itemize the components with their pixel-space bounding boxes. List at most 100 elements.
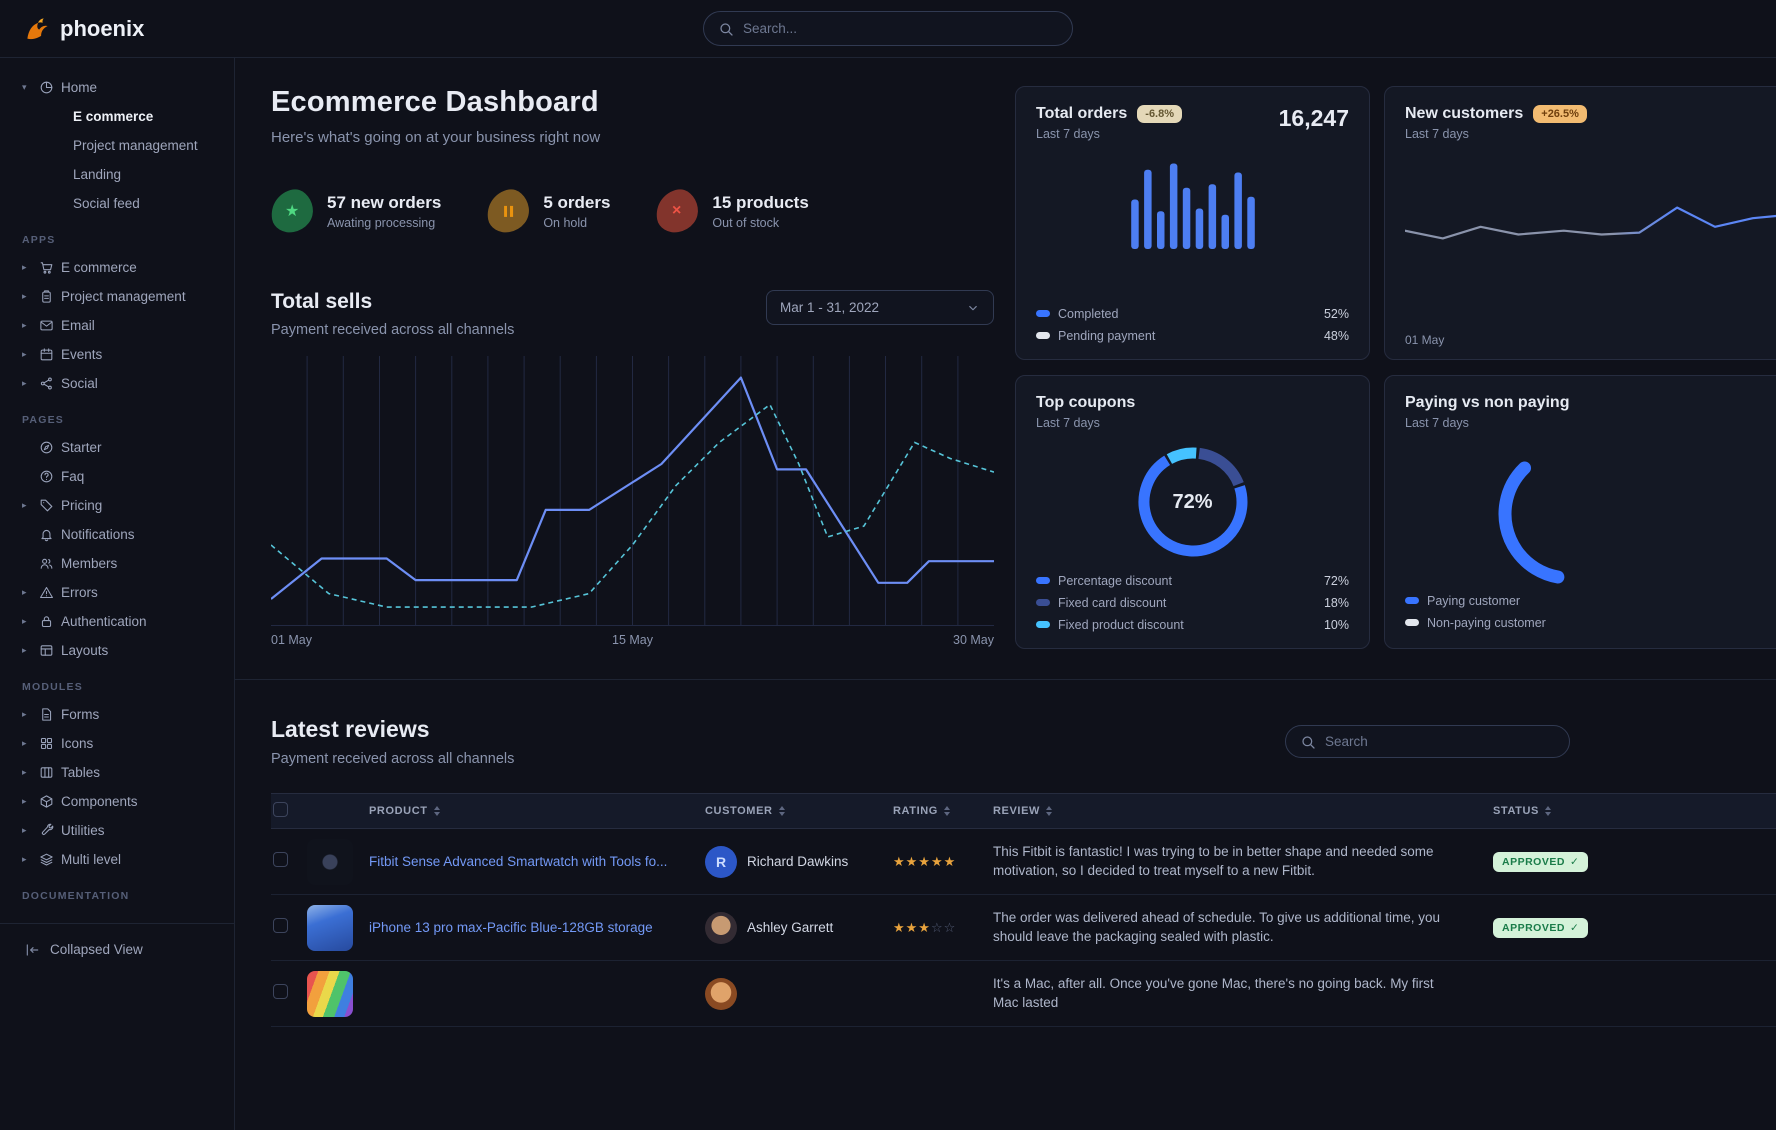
sidebar-subitem-landing[interactable]: Landing	[73, 167, 122, 182]
x-axis-labels: 01 May 15 May 30 May	[271, 633, 994, 647]
caret-right-icon: ▸	[22, 587, 27, 597]
star-filled-icons: ★★★★★	[893, 853, 957, 869]
card-period: Last 7 days	[1036, 416, 1100, 430]
sidebar-item-multi-level[interactable]: ▸ Multi level	[0, 845, 234, 874]
reviews-search[interactable]	[1285, 725, 1570, 758]
paying-legend: Paying customer Non-paying customer	[1405, 591, 1546, 632]
reviews-title: Latest reviews	[271, 716, 430, 742]
card-title: Top coupons	[1036, 394, 1136, 411]
customer-avatar[interactable]: R	[705, 845, 737, 878]
layout-icon	[39, 643, 54, 658]
brand-name: phoenix	[60, 15, 145, 41]
global-search-input[interactable]	[743, 21, 1058, 36]
table-row: Fitbit Sense Advanced Smartwatch with To…	[271, 829, 1776, 895]
sidebar-item-icons[interactable]: ▸ Icons	[0, 729, 234, 758]
bell-icon	[39, 527, 54, 542]
column-header-customer[interactable]: CUSTOMER	[705, 805, 893, 817]
total-orders-card: Total orders -6.8% Last 7 days 16,247 Co…	[1015, 86, 1370, 360]
x-label: 30 May	[953, 633, 994, 647]
column-header-product[interactable]: PRODUCT	[369, 805, 705, 817]
product-thumbnail[interactable]	[307, 838, 353, 885]
sidebar-item-members[interactable]: Members	[0, 549, 234, 578]
column-header-rating[interactable]: RATING	[893, 805, 993, 817]
x-label: 15 May	[612, 633, 653, 647]
review-text: This Fitbit is fantastic! I was trying t…	[993, 843, 1434, 878]
product-link[interactable]: Fitbit Sense Advanced Smartwatch with To…	[369, 853, 668, 869]
legend-value: 48%	[1323, 328, 1349, 343]
sidebar-section-title: APPS	[22, 234, 56, 246]
sidebar-subitem-social-feed[interactable]: Social feed	[73, 196, 140, 211]
sidebar-item-authentication[interactable]: ▸ Authentication	[0, 607, 234, 636]
status-label: APPROVED	[1502, 921, 1565, 934]
sidebar-item-label: Errors	[61, 585, 98, 600]
collapsed-view-toggle[interactable]: Collapsed View	[0, 923, 234, 975]
reviews-search-input[interactable]	[1325, 734, 1555, 749]
global-search[interactable]	[703, 11, 1073, 46]
sidebar-item-project-management[interactable]: ▸ Project management	[0, 282, 234, 311]
sidebar-item-errors[interactable]: ▸ Errors	[0, 578, 234, 607]
sidebar-item-components[interactable]: ▸ Components	[0, 787, 234, 816]
legend-item: Fixed product discount 10%	[1036, 615, 1349, 634]
caret-right-icon: ▸	[22, 796, 27, 806]
select-all-checkbox[interactable]	[273, 802, 288, 817]
legend-marker	[1036, 577, 1050, 584]
sort-icon	[943, 806, 950, 816]
sidebar-item-e-commerce[interactable]: ▸ E commerce	[0, 253, 234, 282]
sidebar-item-email[interactable]: ▸ Email	[0, 311, 234, 340]
top-coupons-card: Top coupons Last 7 days 72% Percentage d…	[1015, 375, 1370, 649]
sidebar-subitem-project-management[interactable]: Project management	[73, 138, 198, 153]
sidebar-item-home[interactable]: ▾ Home	[0, 72, 234, 102]
coupons-donut: 72%	[1131, 440, 1255, 564]
legend-value: 72%	[1323, 573, 1349, 588]
legend-label: Non-paying customer	[1427, 615, 1546, 630]
share-icon	[39, 376, 54, 391]
sidebar-item-starter[interactable]: Starter	[0, 433, 234, 462]
caret-right-icon: ▸	[22, 616, 27, 626]
row-checkbox[interactable]	[273, 851, 288, 867]
coupons-donut-chart	[1138, 447, 1247, 557]
product-thumbnail[interactable]	[307, 970, 353, 1017]
pause-icon	[484, 186, 533, 236]
caret-right-icon: ▸	[22, 378, 27, 388]
product-thumbnail[interactable]	[307, 904, 353, 951]
sidebar-subitem-e-commerce[interactable]: E commerce	[73, 109, 154, 124]
legend-label: Percentage discount	[1058, 573, 1172, 588]
sidebar-item-notifications[interactable]: Notifications	[0, 520, 234, 549]
product-link[interactable]: iPhone 13 pro max-Pacific Blue-128GB sto…	[369, 919, 653, 935]
search-icon	[718, 21, 734, 37]
column-header-review[interactable]: REVIEW	[993, 805, 1493, 817]
sidebar-item-events[interactable]: ▸ Events	[0, 340, 234, 369]
sidebar-item-social[interactable]: ▸ Social	[0, 369, 234, 398]
column-header-label: REVIEW	[993, 805, 1040, 817]
sidebar-section-title: PAGES	[22, 414, 64, 426]
date-range-select[interactable]: Mar 1 - 31, 2022	[766, 290, 994, 325]
new-customers-card: New customers +26.5% Last 7 days 01 May	[1384, 86, 1776, 360]
sidebar-item-label: Faq	[61, 469, 85, 484]
sidebar-item-layouts[interactable]: ▸ Layouts	[0, 636, 234, 665]
customer-avatar[interactable]	[705, 977, 737, 1010]
legend-marker	[1405, 619, 1419, 626]
sidebar-item-pricing[interactable]: ▸ Pricing	[0, 491, 234, 520]
column-header-status[interactable]: STATUS	[1493, 805, 1776, 817]
brand[interactable]: phoenix	[24, 15, 144, 42]
sort-icon	[1046, 806, 1052, 816]
sidebar-item-label: Home	[61, 79, 98, 95]
customer-avatar[interactable]	[705, 911, 737, 944]
sidebar-item-label: Icons	[61, 736, 94, 751]
legend-item: Pending payment 48%	[1036, 326, 1349, 345]
collapse-icon	[24, 942, 40, 958]
star-icon: ★	[267, 186, 317, 236]
legend-label: Fixed product discount	[1058, 617, 1184, 632]
sidebar-item-label: Pricing	[61, 498, 103, 513]
legend-label: Paying customer	[1427, 593, 1521, 608]
sidebar-item-faq[interactable]: Faq	[0, 462, 234, 491]
sidebar-item-forms[interactable]: ▸ Forms	[0, 700, 234, 729]
sidebar-item-utilities[interactable]: ▸ Utilities	[0, 816, 234, 845]
top-navbar: phoenix	[0, 0, 1776, 58]
table-icon	[39, 765, 54, 780]
row-checkbox[interactable]	[273, 917, 288, 933]
star-filled-icons: ★★★	[893, 919, 931, 935]
sidebar-item-tables[interactable]: ▸ Tables	[0, 758, 234, 787]
rating-stars: ★★★☆☆	[893, 919, 993, 937]
row-checkbox[interactable]	[273, 983, 288, 999]
